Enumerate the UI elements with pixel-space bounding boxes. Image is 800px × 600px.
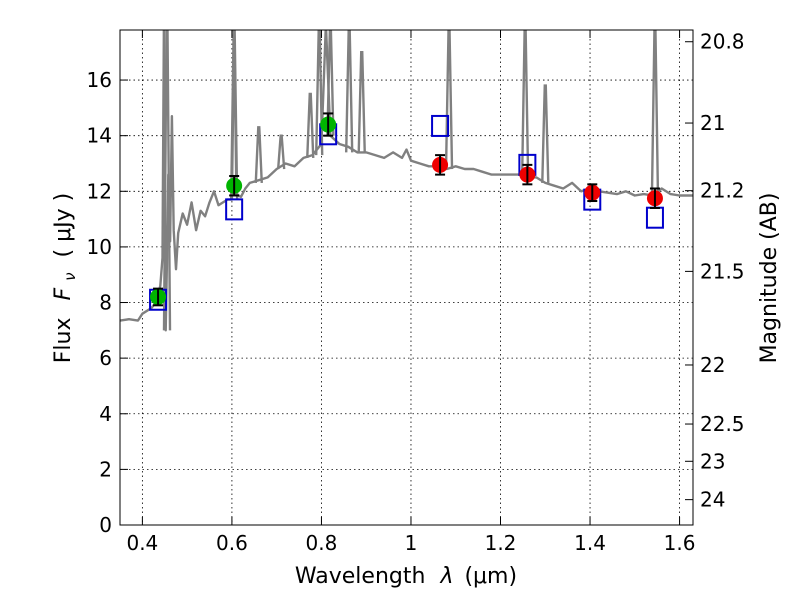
y-tick-label: 8 [99, 291, 112, 315]
x-tick-label: 0.8 [306, 531, 338, 555]
x-axis-label: Wavelength λ (μm) [295, 564, 517, 589]
emission-line-spike [276, 134, 286, 170]
y2-tick-label: 21.5 [700, 259, 745, 283]
x-tick-label: 1.6 [664, 531, 696, 555]
spectrum-line [120, 30, 693, 332]
x-axis-label-symbol: λ [439, 564, 453, 589]
emission-line-spike [541, 84, 550, 183]
emission-line-spike [162, 30, 172, 331]
y2-tick-label: 20.8 [700, 30, 745, 54]
emission-line-spike [444, 30, 454, 170]
x-axis-ticks: 0.4 0.6 0.8 1 1.2 1.4 1.6 [126, 30, 695, 555]
plot-area [120, 30, 693, 525]
y-tick-label: 10 [87, 235, 112, 259]
emission-line-spike [306, 92, 315, 158]
emission-line-spike [520, 30, 530, 178]
y-axis-label-subscript: ν [61, 272, 79, 280]
y-tick-label: 6 [99, 346, 112, 370]
y2-tick-label: 21 [700, 111, 725, 135]
emission-line-spike [315, 30, 324, 156]
y-tick-label: 16 [87, 68, 112, 92]
y2-tick-label: 21.2 [700, 179, 745, 203]
x-tick-label: 1.4 [574, 531, 606, 555]
y-tick-label: 4 [99, 402, 112, 426]
y-axis-label-unit: ( μJy ) [51, 193, 76, 258]
emission-line-spike [326, 30, 335, 136]
y-tick-label: 0 [99, 513, 112, 537]
emission-line-spike [254, 126, 263, 184]
x-axis-label-main: Wavelength [295, 564, 426, 589]
y2-tick-label: 22.5 [700, 412, 745, 436]
emission-line-spike [229, 30, 239, 200]
emission-line-spike [345, 30, 354, 153]
model-square-marker [225, 198, 244, 221]
y2-tick-label: 24 [700, 488, 725, 512]
y-tick-label: 2 [99, 457, 112, 481]
y2-tick-label: 23 [700, 449, 725, 473]
y2-axis-ticks: 20.8 21 21.2 21.5 22 22.5 23 24 [685, 30, 745, 512]
y2-tick-label: 22 [700, 353, 725, 377]
model-square-marker [431, 114, 450, 137]
emission-line-spike [357, 51, 366, 153]
y-axis-label-symbol: F [51, 287, 76, 300]
y-tick-label: 14 [87, 124, 112, 148]
emission-line-spike [650, 30, 660, 196]
y-tick-label: 12 [87, 179, 112, 203]
x-tick-label: 0.6 [216, 531, 248, 555]
y2-axis-label: Magnitude (AB) [757, 193, 782, 364]
y-axis-ticks: 0 2 4 6 8 10 12 14 16 [87, 68, 128, 537]
plot-frame [119, 29, 694, 526]
x-tick-label: 1 [405, 531, 418, 555]
y-axis-label-main: Flux [51, 317, 76, 363]
y-axis-label: Flux F ν ( μJy ) [51, 193, 81, 363]
plot-content [120, 30, 693, 332]
x-tick-label: 0.4 [126, 531, 158, 555]
x-tick-label: 1.2 [485, 531, 517, 555]
x-axis-label-unit: (μm) [464, 564, 517, 589]
